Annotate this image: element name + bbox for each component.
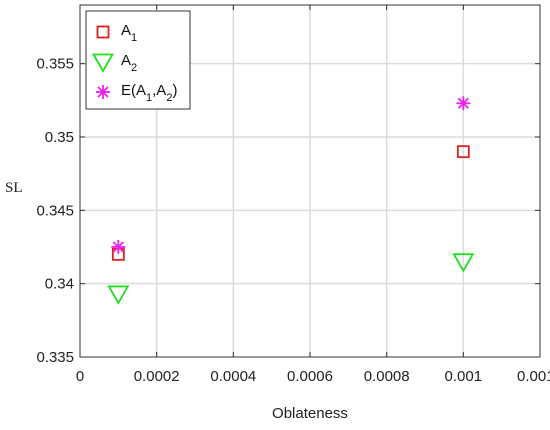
data-point-triangle-down xyxy=(452,253,475,273)
ticks xyxy=(79,5,541,358)
x-tick-label: 0.0008 xyxy=(364,368,410,385)
x-tick-label: 0.0004 xyxy=(210,368,256,385)
y-axis-label: SL xyxy=(5,180,23,196)
y-tick-label: 0.345 xyxy=(36,202,74,219)
x-tick-labels: 0 0.0002 0.0004 0.0006 0.0008 0.001 0.0012 xyxy=(76,368,550,385)
x-tick-label: 0 xyxy=(76,368,84,385)
data-point-square xyxy=(456,145,470,159)
legend-marker-square xyxy=(96,25,110,39)
legend-entries: A1 A2 E(A1,A2) xyxy=(91,22,177,104)
x-tick-label: 0.0006 xyxy=(287,368,333,385)
data-point-asterisk xyxy=(456,96,471,111)
legend-label: A2 xyxy=(121,52,137,74)
data-point-asterisk xyxy=(111,240,126,254)
x-axis-label: Oblateness xyxy=(272,405,348,422)
y-tick-label: 0.355 xyxy=(36,56,74,73)
x-tick-label: 0.0012 xyxy=(517,368,550,385)
y-tick-labels: 0.335 0.34 0.345 0.35 0.355 xyxy=(36,56,74,366)
legend-marker-triangle-down xyxy=(91,53,115,73)
x-tick-label: 0.0002 xyxy=(134,368,180,385)
y-tick-label: 0.335 xyxy=(36,349,74,366)
legend-marker-asterisk xyxy=(96,85,110,99)
legend-label: E(A1,A2) xyxy=(121,82,177,104)
data-points xyxy=(107,96,475,305)
y-tick-label: 0.35 xyxy=(45,129,74,146)
legend: A1 A2 E(A1,A2) xyxy=(85,10,191,110)
x-tick-label: 0.001 xyxy=(445,368,483,385)
legend-label: A1 xyxy=(121,22,137,44)
y-tick-label: 0.34 xyxy=(45,276,74,293)
data-point-triangle-down xyxy=(107,285,130,305)
